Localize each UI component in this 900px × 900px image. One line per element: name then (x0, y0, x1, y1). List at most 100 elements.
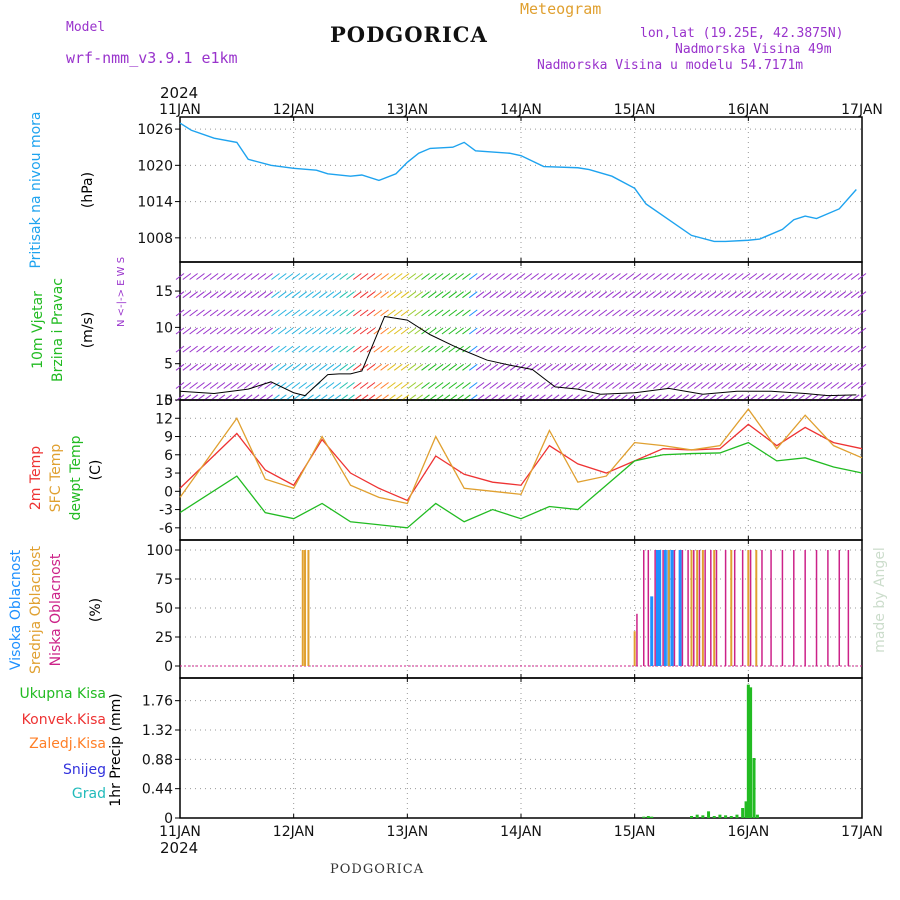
wind-barb (537, 363, 546, 371)
time-label-top: 15JAN (614, 102, 656, 118)
wind-barb (359, 382, 369, 389)
wind-barb (298, 363, 308, 371)
wind-barb (850, 382, 860, 389)
wind-barb (625, 345, 635, 353)
wind-barb (789, 363, 799, 371)
wind-barb (387, 291, 396, 299)
wind-barb (646, 273, 655, 280)
wind-barb (182, 309, 192, 317)
wind-barb (653, 382, 662, 389)
wind-barb (182, 273, 192, 280)
precip-bar (749, 687, 753, 818)
wind-barb (428, 363, 437, 371)
wind-barb (264, 363, 273, 371)
wind-barb (578, 382, 587, 389)
cloud-label-mid: Srednja Oblacnost (28, 546, 44, 674)
wind-barb (734, 382, 744, 389)
wind-barb (557, 273, 567, 280)
wind-barb (687, 291, 696, 299)
wind-barb (216, 291, 226, 299)
wind-barb (789, 382, 799, 389)
wind-barb (455, 327, 464, 335)
wind-barb (434, 363, 444, 371)
panel-frame (179, 677, 863, 819)
wind-barb (250, 309, 260, 317)
wind-barb (353, 382, 362, 389)
wind-barb (359, 291, 369, 299)
y-tick-label: 0.44 (142, 782, 173, 798)
wind-barb (550, 363, 560, 371)
wind-barb (298, 309, 308, 317)
wind-barb (482, 327, 492, 335)
wind-barb (284, 382, 294, 389)
wind-barb (837, 291, 846, 299)
wind-barb (216, 309, 226, 317)
wind-barb (809, 363, 819, 371)
precip-bar (650, 816, 654, 818)
wind-barb (318, 382, 328, 389)
wind-barb (366, 309, 376, 317)
panel-temperature: 15 12 9 6 3 0 -3 -6 (155, 393, 863, 541)
wind-barb (816, 345, 826, 353)
wind-barb (387, 327, 396, 335)
wind-barb (762, 327, 771, 335)
wind-barb (741, 382, 751, 389)
wind-barb (516, 382, 526, 389)
wind-barb (250, 273, 260, 280)
wind-barb (707, 291, 717, 299)
wind-barb (353, 309, 362, 317)
wind-barb (503, 309, 512, 317)
wind-barb (489, 291, 499, 299)
wind-barb (291, 309, 301, 317)
wind-barb (653, 345, 662, 353)
wind-barb (462, 291, 471, 299)
wind-barb (823, 273, 833, 280)
wind-barb (809, 327, 819, 335)
wind-barb (516, 345, 526, 353)
wind-barb (462, 382, 471, 389)
wind-barb (291, 363, 301, 371)
wind-barb (769, 309, 778, 317)
wind-barb (803, 345, 812, 353)
wind-barb (468, 291, 478, 299)
wind-barb (523, 345, 533, 353)
wind-barb (414, 363, 424, 371)
wind-barb (700, 273, 710, 280)
wind-barb (632, 309, 642, 317)
wind-barb (755, 345, 765, 353)
wind-barb (237, 309, 246, 317)
wind-barb (571, 309, 580, 317)
wind-barb (509, 363, 519, 371)
product-title: Meteogram (520, 0, 602, 18)
wind-barb (264, 382, 273, 389)
wind-barb (796, 345, 805, 353)
wind-barb (489, 382, 499, 389)
precip-bar (718, 814, 722, 818)
wind-barb (557, 363, 567, 371)
wind-barb (809, 309, 819, 317)
wind-barb (223, 327, 233, 335)
wind-barb (175, 382, 185, 389)
wind-barb (639, 327, 649, 335)
wind-barb (591, 327, 601, 335)
wind-barb (605, 363, 614, 371)
wind-barb (816, 291, 826, 299)
wind-barb (700, 382, 710, 389)
wind-barb (516, 327, 526, 335)
wind-barb (673, 273, 683, 280)
wind-barb (666, 345, 676, 353)
wind-barb (612, 273, 621, 280)
wind-barb (421, 382, 430, 389)
wind-barb (721, 327, 730, 335)
wind-barb (850, 363, 860, 371)
time-label-bottom: 17JAN (841, 824, 883, 840)
wind-barb (230, 327, 239, 335)
wind-barb (175, 273, 185, 280)
wind-barb (448, 291, 458, 299)
wind-barb (659, 363, 669, 371)
wind-barb (632, 273, 642, 280)
time-label-bottom: 16JAN (727, 824, 769, 840)
wind-barb (209, 291, 219, 299)
wind-barb (243, 309, 253, 317)
wind-barb (680, 309, 689, 317)
